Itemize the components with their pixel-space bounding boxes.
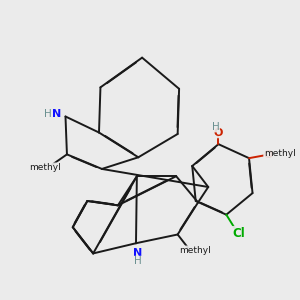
Text: N: N: [52, 109, 62, 118]
Text: Cl: Cl: [232, 226, 245, 239]
Text: methyl: methyl: [29, 163, 61, 172]
Text: O: O: [264, 150, 273, 160]
Text: N: N: [133, 248, 142, 258]
Text: O: O: [213, 128, 223, 138]
Text: H: H: [44, 109, 51, 119]
Text: H: H: [134, 256, 141, 266]
Text: methyl: methyl: [179, 246, 211, 255]
Text: H: H: [212, 122, 219, 132]
Text: methyl: methyl: [264, 149, 296, 158]
